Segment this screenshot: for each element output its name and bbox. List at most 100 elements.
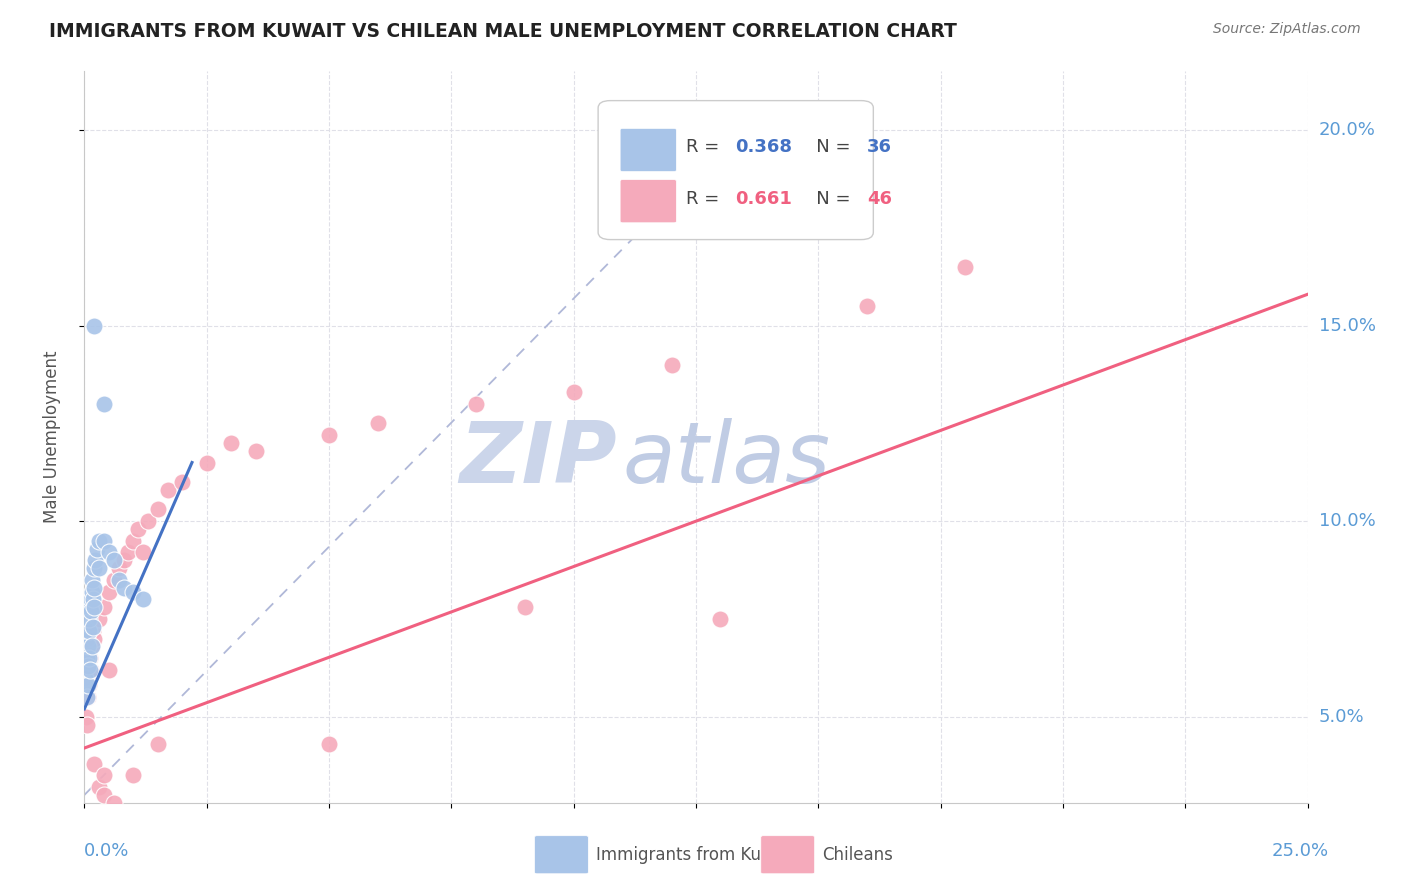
Point [146,737,169,751]
Point [122,533,145,548]
Text: N =: N = [799,137,856,156]
Text: ZIP: ZIP [458,417,616,500]
Point [107,561,129,575]
Point [82,624,104,638]
Text: R =: R = [686,190,725,209]
Point [87,612,110,626]
Point [112,581,135,595]
Point [76,690,98,705]
Text: R =: R = [686,137,725,156]
Point [84,553,107,567]
Text: atlas: atlas [623,417,831,500]
Text: 0.368: 0.368 [735,137,792,156]
Text: Immigrants from Kuwait: Immigrants from Kuwait [596,847,796,864]
Point [80,584,103,599]
Point [107,573,129,587]
Point [122,768,145,782]
Point [93,600,115,615]
Text: IMMIGRANTS FROM KUWAIT VS CHILEAN MALE UNEMPLOYMENT CORRELATION CHART: IMMIGRANTS FROM KUWAIT VS CHILEAN MALE U… [49,22,957,41]
Point [83,632,105,646]
FancyBboxPatch shape [761,836,814,874]
Text: 15.0%: 15.0% [1319,317,1375,334]
Point [79,651,101,665]
Point [79,600,101,615]
Point [76,690,98,705]
Point [80,592,103,607]
Point [77,678,100,692]
Point [77,624,100,638]
Point [75,671,97,685]
Point [367,417,389,431]
Point [953,260,976,274]
Point [77,612,100,626]
Point [80,604,103,618]
Text: 10.0%: 10.0% [1319,512,1375,530]
Point [709,612,731,626]
Text: 0.661: 0.661 [735,190,792,209]
Point [80,640,103,654]
Point [75,678,97,692]
Point [77,671,100,685]
Point [127,522,149,536]
Point [318,428,340,442]
Point [77,678,100,692]
Point [77,651,100,665]
Point [318,737,340,751]
Point [93,768,115,782]
FancyBboxPatch shape [620,179,676,223]
Point [97,545,120,559]
Point [82,640,104,654]
Point [76,717,98,731]
FancyBboxPatch shape [620,128,676,171]
Point [117,545,139,559]
Point [82,592,104,607]
Point [562,385,585,400]
Text: 25.0%: 25.0% [1271,842,1329,860]
Point [513,600,536,615]
Text: Chileans: Chileans [823,847,893,864]
Point [86,541,108,556]
Point [83,561,105,575]
Point [87,533,110,548]
Point [103,573,125,587]
Point [172,475,194,489]
Point [83,581,105,595]
Point [661,358,683,372]
Point [75,710,97,724]
Point [136,514,159,528]
Point [82,620,104,634]
Text: 20.0%: 20.0% [1319,121,1375,139]
FancyBboxPatch shape [598,101,873,240]
Point [146,502,169,516]
Point [76,632,98,646]
Point [132,545,155,559]
Point [97,584,120,599]
Point [464,397,486,411]
Point [77,659,100,673]
Point [83,600,105,615]
Point [93,533,115,548]
Point [132,592,155,607]
Text: Source: ZipAtlas.com: Source: ZipAtlas.com [1213,22,1361,37]
Point [112,807,135,822]
Y-axis label: Male Unemployment: Male Unemployment [42,351,60,524]
Point [87,561,110,575]
Text: 0.0%: 0.0% [84,842,129,860]
Point [79,663,101,677]
Point [83,318,105,333]
Point [245,443,267,458]
Point [219,436,242,450]
Point [83,756,105,771]
Point [103,553,125,567]
Point [93,788,115,802]
Point [76,651,98,665]
Text: 46: 46 [868,190,893,209]
Point [856,299,879,313]
Point [112,553,135,567]
Point [97,663,120,677]
Point [122,584,145,599]
Point [76,640,98,654]
Point [80,663,103,677]
Point [156,483,179,497]
Text: 36: 36 [868,137,893,156]
